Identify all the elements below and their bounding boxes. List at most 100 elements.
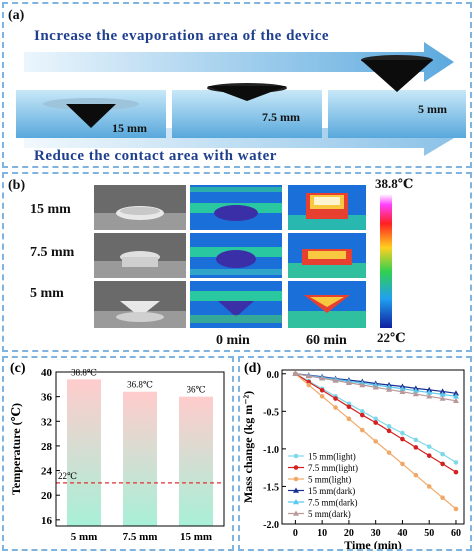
legend-marker	[293, 476, 299, 482]
data-point	[359, 382, 366, 388]
legend-marker	[293, 453, 299, 459]
legend-label: 7.5 mm(light)	[308, 463, 358, 473]
cone-7-5mm	[207, 86, 287, 101]
panel-d	[238, 356, 472, 551]
row-label-7-5mm: 7.5 mm	[30, 245, 75, 260]
data-point	[346, 416, 352, 422]
y-axis-label: Mass change (kg m⁻²)	[241, 391, 255, 503]
legend-label: 15 mm(light)	[308, 452, 356, 462]
x-axis-label: Time (min)	[344, 538, 401, 549]
device-label-5mm: 5 mm	[418, 102, 447, 116]
data-point	[439, 388, 446, 394]
thermal-0min-5mm	[190, 281, 282, 328]
panel-a-top-title: Increase the evaporation area of the dev…	[34, 28, 330, 44]
y-tick-label: 36	[41, 392, 53, 404]
col-label-0min: 0 min	[216, 333, 250, 348]
data-point	[386, 383, 393, 390]
data-point	[413, 437, 419, 443]
data-point	[305, 373, 312, 379]
panel-a-bottom-title: Reduce the contact area with water	[34, 148, 277, 164]
x-tick-label: 0	[293, 528, 298, 539]
data-point	[386, 450, 392, 455]
legend-marker	[293, 487, 299, 493]
bar-value-label: 36℃	[186, 385, 205, 395]
data-point	[386, 424, 392, 429]
device-label-15mm: 15 mm	[112, 121, 147, 135]
colorbar-min-label: 22℃	[377, 330, 406, 345]
bar-value-label: 36.8℃	[127, 380, 153, 390]
data-point	[359, 409, 365, 414]
row-label-5mm: 5 mm	[30, 286, 64, 301]
chart-d: (d) 0 10 20 30 40 50 60 0.0 -0.5 -1.0 -1.5 -2.0 Time …	[241, 361, 465, 549]
data-point	[413, 472, 419, 478]
data-point	[373, 420, 378, 425]
panel-a-label: (a)	[8, 8, 25, 23]
panel-a-illustration	[16, 42, 466, 156]
data-point	[319, 387, 325, 393]
data-point	[386, 386, 393, 392]
data-point	[400, 461, 405, 467]
x-tick-label: 50	[424, 528, 434, 539]
panel-b-label: (b)	[8, 178, 26, 193]
data-point	[333, 405, 338, 410]
x-tick-label: 7.5 mm	[123, 531, 158, 543]
data-point	[359, 412, 365, 418]
y-tick-label: 0.0	[267, 370, 280, 381]
colorbar	[380, 194, 392, 328]
plot-frame	[281, 369, 465, 525]
data-point	[452, 397, 459, 403]
data-point	[386, 428, 392, 434]
data-point	[332, 377, 339, 383]
panel-c-label: (c)	[10, 361, 26, 376]
thermal-60min-5mm	[288, 281, 366, 328]
data-point	[373, 416, 378, 422]
legend-label: 15 mm(dark)	[308, 486, 355, 496]
data-point	[346, 404, 352, 410]
photo-15mm	[94, 185, 186, 230]
bar	[179, 396, 213, 526]
legend-label: 5 mm(light)	[308, 475, 351, 485]
data-point	[439, 395, 446, 401]
legend-marker	[293, 499, 299, 505]
data-point	[440, 461, 445, 467]
data-point	[426, 393, 433, 399]
data-point	[359, 427, 365, 433]
colorbar-max-label: 38.8℃	[375, 176, 414, 191]
x-tick-label: 20	[344, 528, 354, 539]
data-point	[426, 453, 432, 458]
y-tick-label: 20	[41, 490, 53, 502]
bar	[123, 391, 157, 526]
cone-15mm	[66, 104, 116, 128]
x-tick-label: 40	[397, 528, 407, 539]
data-point	[399, 385, 406, 391]
legend-marker	[293, 510, 299, 516]
thermal-60min-7-5mm	[288, 233, 366, 278]
data-point	[400, 430, 405, 436]
x-tick-label: 15 mm	[180, 531, 212, 543]
panel-d-label: (d)	[244, 361, 261, 376]
data-point	[426, 444, 432, 449]
data-point	[345, 379, 352, 385]
photo-5mm	[94, 281, 186, 328]
bar	[67, 379, 101, 526]
data-point	[426, 484, 432, 489]
y-tick-label: -1.0	[263, 445, 279, 456]
y-tick-label: 40	[41, 367, 53, 379]
thermal-0min-7-5mm	[190, 233, 282, 278]
thermal-0min-15mm	[190, 185, 282, 230]
y-axis-label: Temperature (℃)	[9, 403, 23, 495]
data-point	[439, 391, 446, 397]
data-point	[440, 451, 445, 457]
data-point	[372, 384, 379, 390]
y-tick-label: 32	[41, 416, 53, 428]
data-point	[453, 469, 459, 475]
data-point	[292, 370, 299, 376]
data-point	[412, 391, 419, 397]
water-tank-3	[328, 90, 466, 138]
y-tick-label: 24	[41, 466, 53, 478]
data-point	[440, 495, 445, 501]
photo-7-5mm	[94, 233, 186, 278]
data-point	[306, 382, 312, 388]
y-tick-label: 28	[41, 441, 53, 453]
